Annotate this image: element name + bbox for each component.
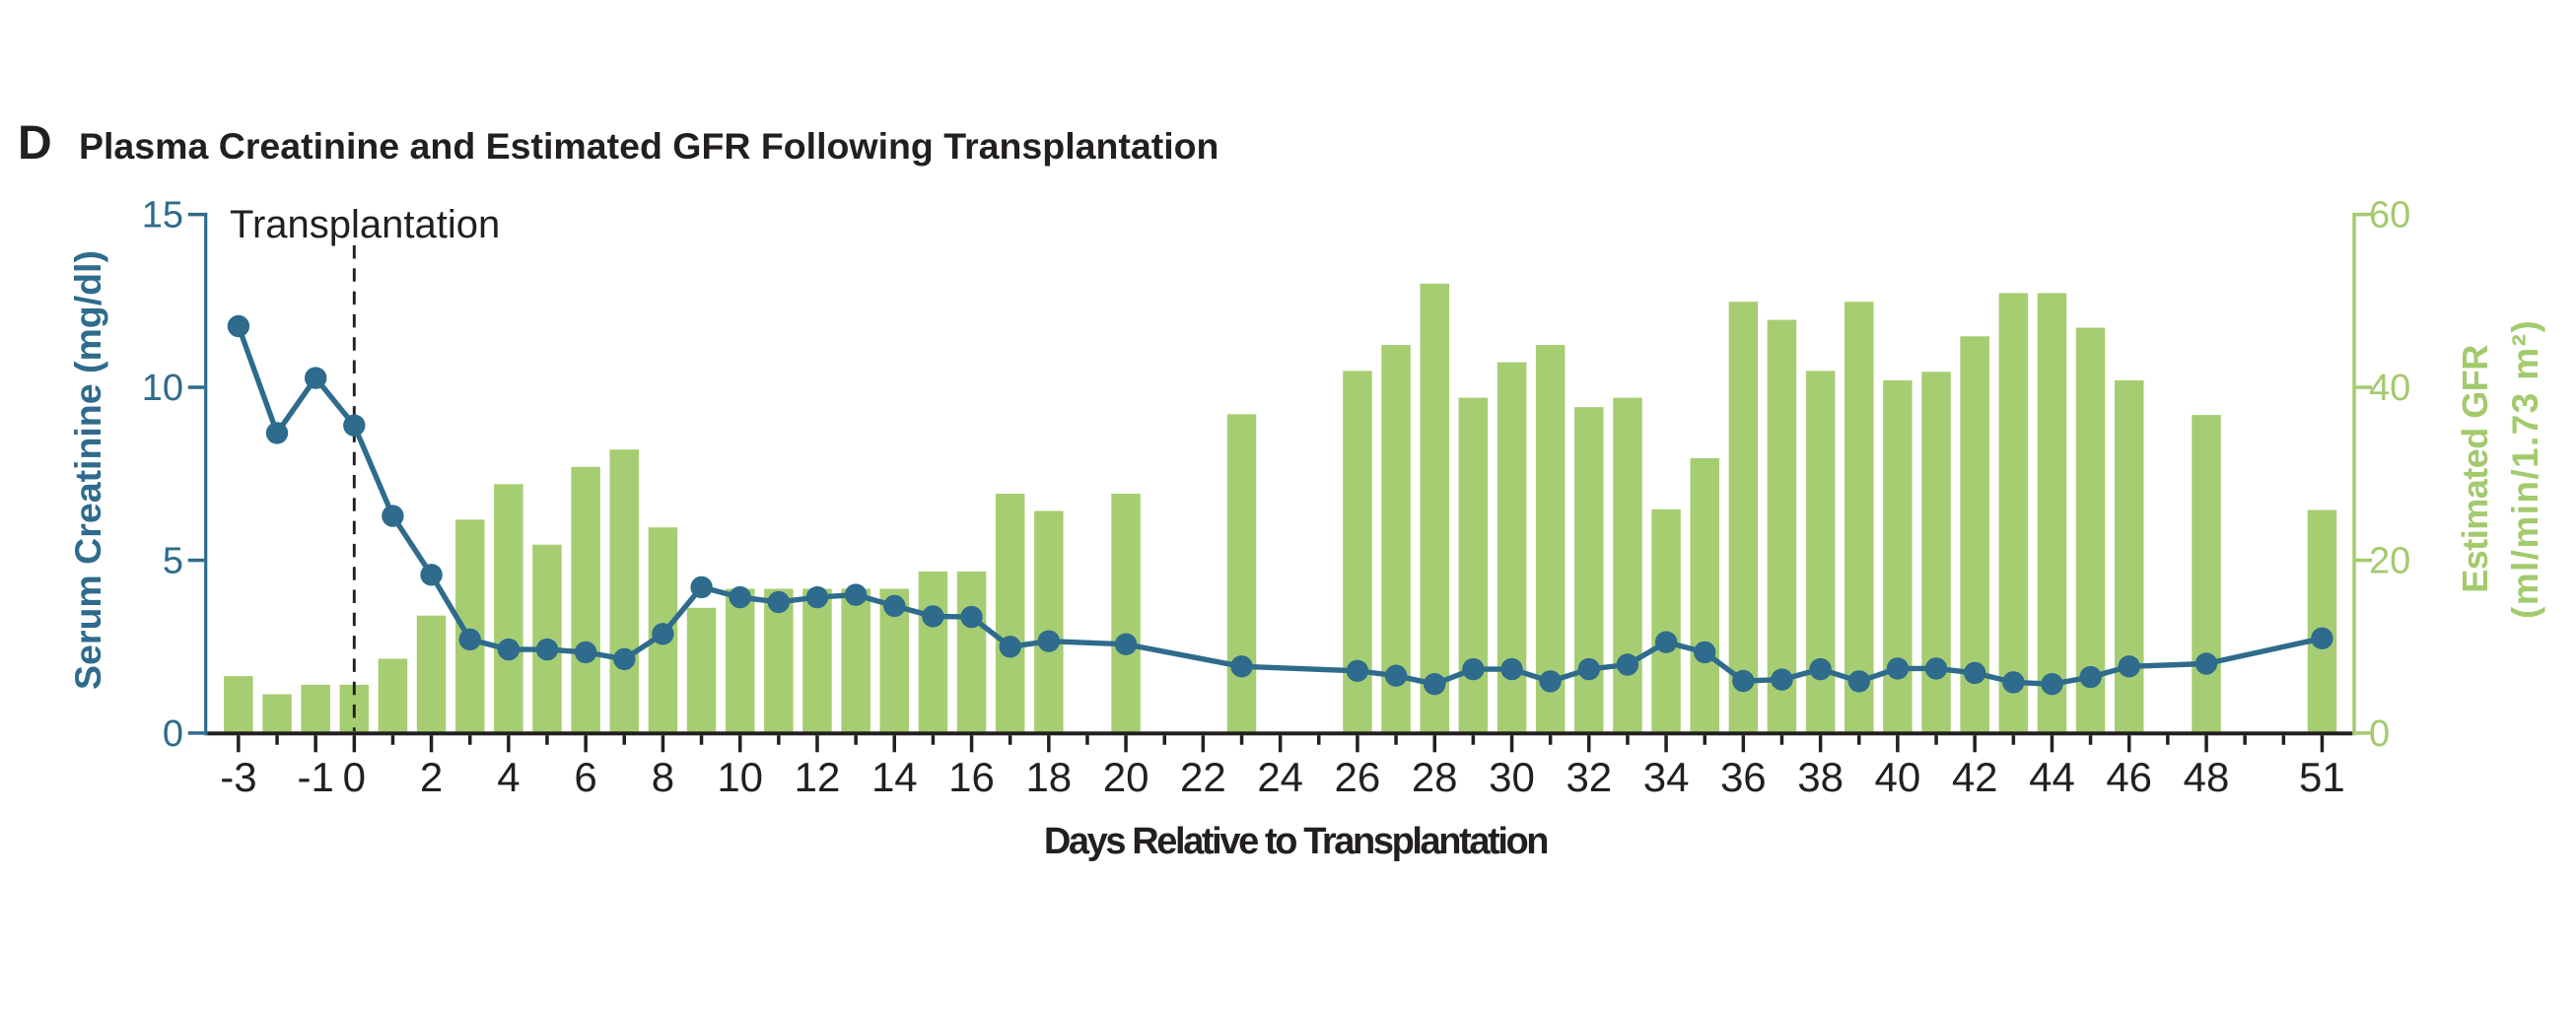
svg-text:42: 42 bbox=[1952, 754, 1998, 800]
svg-text:20: 20 bbox=[1103, 754, 1149, 800]
svg-text:6: 6 bbox=[574, 754, 596, 800]
svg-text:24: 24 bbox=[1257, 754, 1303, 800]
svg-text:Serum Creatinine (mg/dl): Serum Creatinine (mg/dl) bbox=[67, 250, 108, 690]
svg-text:12: 12 bbox=[795, 754, 841, 800]
svg-text:-3: -3 bbox=[220, 754, 256, 800]
svg-text:48: 48 bbox=[2184, 754, 2230, 800]
svg-text:-1: -1 bbox=[298, 754, 334, 800]
svg-text:51: 51 bbox=[2299, 754, 2345, 800]
svg-text:0: 0 bbox=[343, 754, 366, 800]
svg-text:36: 36 bbox=[1720, 754, 1767, 800]
svg-text:Plasma Creatinine and Estimate: Plasma Creatinine and Estimated GFR Foll… bbox=[79, 125, 1218, 167]
svg-text:46: 46 bbox=[2106, 754, 2152, 800]
svg-text:D: D bbox=[18, 117, 52, 169]
svg-text:30: 30 bbox=[1489, 754, 1535, 800]
svg-text:20: 20 bbox=[2369, 541, 2410, 582]
svg-text:2: 2 bbox=[420, 754, 443, 800]
svg-text:34: 34 bbox=[1643, 754, 1690, 800]
svg-text:28: 28 bbox=[1412, 754, 1458, 800]
svg-text:38: 38 bbox=[1797, 754, 1844, 800]
svg-text:(ml/min/1.73 m²): (ml/min/1.73 m²) bbox=[2505, 319, 2545, 619]
svg-text:16: 16 bbox=[948, 754, 995, 800]
svg-text:26: 26 bbox=[1335, 754, 1381, 800]
svg-text:Transplantation: Transplantation bbox=[230, 203, 500, 246]
svg-text:18: 18 bbox=[1025, 754, 1072, 800]
svg-text:10: 10 bbox=[717, 754, 763, 800]
svg-text:40: 40 bbox=[1875, 754, 1921, 800]
svg-text:22: 22 bbox=[1180, 754, 1226, 800]
svg-text:Estimated GFR: Estimated GFR bbox=[2455, 345, 2495, 593]
svg-text:60: 60 bbox=[2369, 195, 2410, 236]
svg-text:0: 0 bbox=[163, 713, 183, 755]
svg-text:44: 44 bbox=[2029, 754, 2075, 800]
svg-text:0: 0 bbox=[2369, 713, 2390, 755]
svg-text:8: 8 bbox=[652, 754, 674, 800]
svg-text:32: 32 bbox=[1566, 754, 1612, 800]
svg-text:40: 40 bbox=[2369, 368, 2410, 409]
svg-text:5: 5 bbox=[163, 541, 183, 582]
svg-text:15: 15 bbox=[142, 195, 183, 236]
svg-text:Days Relative to Transplantati: Days Relative to Transplantation bbox=[1044, 821, 1547, 862]
svg-text:10: 10 bbox=[142, 368, 183, 409]
svg-text:14: 14 bbox=[871, 754, 918, 800]
svg-text:4: 4 bbox=[497, 754, 520, 800]
